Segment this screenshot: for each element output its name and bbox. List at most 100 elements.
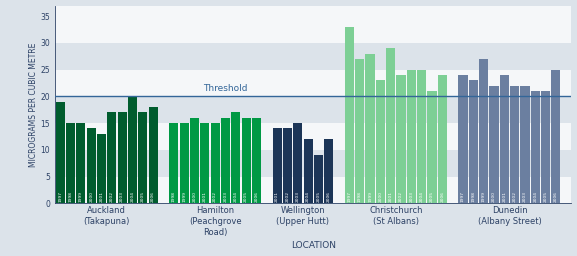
Y-axis label: MICROGRAMS PER CUBIC METRE: MICROGRAMS PER CUBIC METRE (29, 42, 38, 167)
Text: 1998: 1998 (172, 191, 176, 202)
X-axis label: LOCATION: LOCATION (291, 241, 336, 250)
Bar (541, 91, 550, 203)
Text: 2006: 2006 (554, 191, 558, 202)
Bar (55, 6, 571, 43)
Bar (417, 70, 426, 203)
Text: 2005: 2005 (316, 190, 320, 202)
Bar (221, 118, 230, 203)
Text: 2000: 2000 (193, 191, 196, 202)
Text: 2002: 2002 (110, 191, 114, 202)
Bar (355, 59, 364, 203)
Text: 2001: 2001 (503, 191, 506, 202)
Bar (324, 139, 334, 203)
Bar (55, 70, 571, 97)
Bar (87, 129, 96, 203)
Bar (376, 80, 385, 203)
Text: 2006: 2006 (254, 191, 258, 202)
Text: 2003: 2003 (120, 191, 124, 202)
Text: 2002: 2002 (213, 191, 217, 202)
Bar (169, 123, 178, 203)
Bar (190, 118, 199, 203)
Bar (396, 75, 406, 203)
Bar (118, 112, 127, 203)
Text: 2005: 2005 (141, 190, 145, 202)
Text: 2000: 2000 (492, 191, 496, 202)
Text: 1998: 1998 (471, 191, 475, 202)
Bar (231, 112, 240, 203)
Bar (438, 75, 447, 203)
Text: 1999: 1999 (368, 191, 372, 202)
Text: 1998: 1998 (358, 191, 362, 202)
Text: 2002: 2002 (512, 191, 516, 202)
Bar (272, 129, 282, 203)
Bar (211, 123, 220, 203)
Text: 2001: 2001 (389, 191, 393, 202)
Bar (55, 102, 65, 203)
Text: 2005: 2005 (430, 190, 434, 202)
Text: 2004: 2004 (419, 191, 424, 202)
Bar (107, 112, 117, 203)
Text: 1997: 1997 (347, 191, 351, 202)
Bar (283, 129, 292, 203)
Bar (293, 123, 302, 203)
Bar (365, 54, 374, 203)
Bar (428, 91, 437, 203)
Bar (55, 123, 571, 150)
Bar (55, 97, 571, 123)
Text: 1997: 1997 (461, 191, 465, 202)
Text: 2000: 2000 (379, 191, 383, 202)
Text: 2003: 2003 (223, 191, 227, 202)
Bar (531, 91, 540, 203)
Text: 1997: 1997 (58, 191, 62, 202)
Bar (128, 97, 137, 203)
Bar (469, 80, 478, 203)
Text: 2004: 2004 (533, 191, 537, 202)
Text: 2006: 2006 (327, 191, 331, 202)
Text: 2002: 2002 (399, 191, 403, 202)
Text: 2001: 2001 (99, 191, 103, 202)
Bar (459, 75, 467, 203)
Bar (55, 177, 571, 203)
Text: 2002: 2002 (286, 191, 290, 202)
Bar (76, 123, 85, 203)
Text: 2005: 2005 (544, 190, 548, 202)
Bar (179, 123, 189, 203)
Text: 1999: 1999 (79, 191, 83, 202)
Text: 2001: 2001 (275, 191, 279, 202)
Text: 1999: 1999 (182, 191, 186, 202)
Text: 2003: 2003 (523, 191, 527, 202)
Bar (200, 123, 209, 203)
Text: 2003: 2003 (409, 191, 413, 202)
Bar (386, 48, 395, 203)
Bar (252, 118, 261, 203)
Text: 2000: 2000 (89, 191, 93, 202)
Bar (520, 86, 530, 203)
Text: 1998: 1998 (69, 191, 73, 202)
Bar (242, 118, 250, 203)
Bar (500, 75, 509, 203)
Bar (97, 134, 106, 203)
Bar (66, 123, 75, 203)
Text: Threshold: Threshold (203, 84, 248, 93)
Text: 2003: 2003 (296, 191, 299, 202)
Text: 2004: 2004 (306, 191, 310, 202)
Bar (407, 70, 416, 203)
Text: 2006: 2006 (151, 191, 155, 202)
Bar (55, 150, 571, 177)
Text: 1999: 1999 (482, 191, 486, 202)
Text: 2006: 2006 (440, 191, 444, 202)
Bar (552, 70, 560, 203)
Bar (345, 27, 354, 203)
Bar (149, 107, 158, 203)
Text: 2001: 2001 (203, 191, 207, 202)
Bar (314, 155, 323, 203)
Bar (510, 86, 519, 203)
Bar (55, 43, 571, 70)
Bar (304, 139, 313, 203)
Text: 2004: 2004 (234, 191, 238, 202)
Bar (489, 86, 499, 203)
Bar (138, 112, 147, 203)
Bar (479, 59, 488, 203)
Text: 2004: 2004 (130, 191, 134, 202)
Text: 2005: 2005 (244, 190, 248, 202)
